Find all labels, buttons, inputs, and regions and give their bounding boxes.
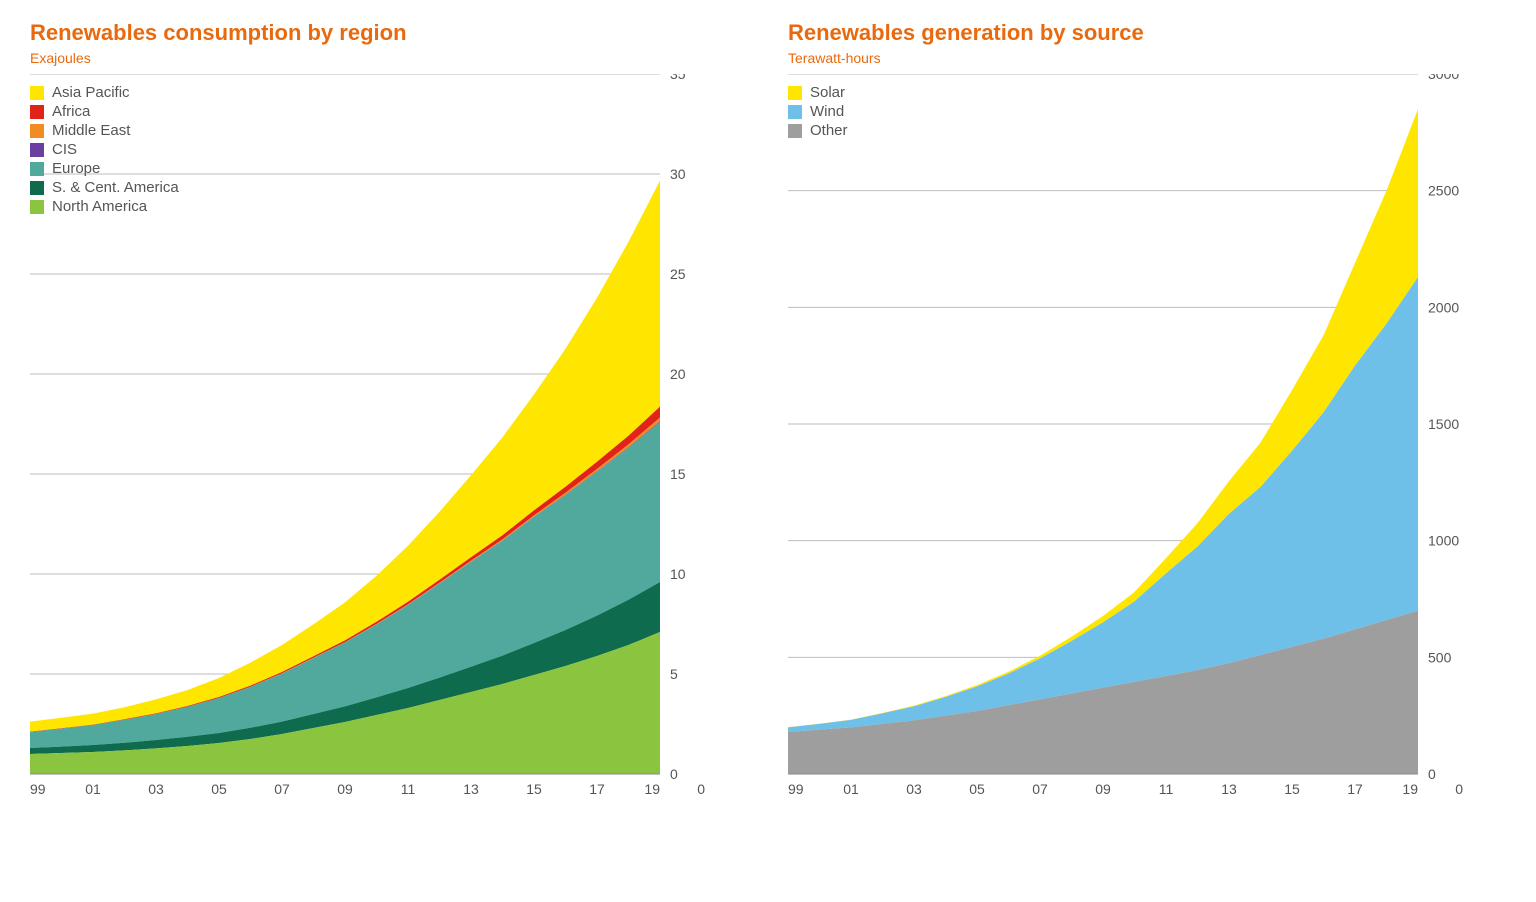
legend-item: Wind bbox=[788, 103, 848, 120]
svg-text:0: 0 bbox=[670, 766, 678, 782]
legend-item: Middle East bbox=[30, 122, 179, 139]
svg-text:25: 25 bbox=[670, 266, 686, 282]
legend-item: Europe bbox=[30, 160, 179, 177]
svg-text:30: 30 bbox=[670, 166, 686, 182]
legend-item: North America bbox=[30, 198, 179, 215]
legend-label: Europe bbox=[52, 160, 100, 177]
legend-swatch bbox=[30, 181, 44, 195]
left-chart-panel: Renewables consumption by region Exajoul… bbox=[30, 20, 748, 804]
svg-text:15: 15 bbox=[526, 781, 542, 797]
svg-text:3000: 3000 bbox=[1428, 74, 1459, 82]
svg-text:13: 13 bbox=[1221, 781, 1237, 797]
svg-text:99: 99 bbox=[788, 781, 804, 797]
svg-text:35: 35 bbox=[670, 74, 686, 82]
right-chart-body: SolarWindOther 0500100015002000250030009… bbox=[788, 74, 1506, 804]
svg-text:0: 0 bbox=[1428, 766, 1436, 782]
legend-swatch bbox=[788, 124, 802, 138]
left-chart-legend: Asia Pacific Africa Middle East CIS Europe S.… bbox=[30, 84, 179, 217]
svg-text:17: 17 bbox=[589, 781, 605, 797]
svg-text:15: 15 bbox=[670, 466, 686, 482]
legend-item: S. & Cent. America bbox=[30, 179, 179, 196]
svg-text:05: 05 bbox=[211, 781, 227, 797]
svg-text:11: 11 bbox=[401, 781, 416, 797]
svg-text:01: 01 bbox=[843, 781, 859, 797]
right-chart-subtitle: Terawatt-hours bbox=[788, 50, 1506, 66]
legend-swatch bbox=[30, 143, 44, 157]
charts-container: Renewables consumption by region Exajoul… bbox=[30, 20, 1506, 804]
svg-text:09: 09 bbox=[337, 781, 353, 797]
legend-swatch bbox=[30, 200, 44, 214]
legend-label: Solar bbox=[810, 84, 845, 101]
svg-text:0: 0 bbox=[697, 781, 705, 797]
legend-item: CIS bbox=[30, 141, 179, 158]
svg-text:19: 19 bbox=[1402, 781, 1418, 797]
svg-text:5: 5 bbox=[670, 666, 678, 682]
right-chart-title: Renewables generation by source bbox=[788, 20, 1506, 46]
right-chart-svg: 0 500 1000 1500 2000 2500 3000 99 01 03 05 07 09 11 13… bbox=[788, 74, 1468, 804]
svg-text:01: 01 bbox=[85, 781, 101, 797]
left-chart-subtitle: Exajoules bbox=[30, 50, 748, 66]
svg-text:09: 09 bbox=[1095, 781, 1111, 797]
legend-item: Asia Pacific bbox=[30, 84, 179, 101]
svg-text:03: 03 bbox=[148, 781, 164, 797]
svg-text:99: 99 bbox=[30, 781, 46, 797]
svg-text:11: 11 bbox=[1159, 781, 1174, 797]
legend-swatch bbox=[30, 105, 44, 119]
svg-text:20: 20 bbox=[670, 366, 686, 382]
svg-text:15: 15 bbox=[1284, 781, 1300, 797]
svg-text:07: 07 bbox=[1032, 781, 1048, 797]
svg-text:0: 0 bbox=[1455, 781, 1463, 797]
legend-label: Asia Pacific bbox=[52, 84, 130, 101]
svg-text:17: 17 bbox=[1347, 781, 1363, 797]
svg-text:10: 10 bbox=[670, 566, 686, 582]
svg-text:13: 13 bbox=[463, 781, 479, 797]
svg-text:03: 03 bbox=[906, 781, 922, 797]
right-chart-legend: Solar Wind Other bbox=[788, 84, 848, 141]
legend-swatch bbox=[30, 124, 44, 138]
legend-item: Other bbox=[788, 122, 848, 139]
svg-text:19: 19 bbox=[644, 781, 660, 797]
legend-swatch bbox=[30, 86, 44, 100]
legend-swatch bbox=[788, 105, 802, 119]
left-chart-title: Renewables consumption by region bbox=[30, 20, 748, 46]
legend-swatch bbox=[788, 86, 802, 100]
legend-label: Other bbox=[810, 122, 848, 139]
legend-label: North America bbox=[52, 198, 147, 215]
svg-text:2000: 2000 bbox=[1428, 299, 1459, 315]
legend-swatch bbox=[30, 162, 44, 176]
legend-label: S. & Cent. America bbox=[52, 179, 179, 196]
svg-text:05: 05 bbox=[969, 781, 985, 797]
legend-label: Middle East bbox=[52, 122, 130, 139]
svg-text:07: 07 bbox=[274, 781, 290, 797]
legend-label: Wind bbox=[810, 103, 844, 120]
legend-item: Solar bbox=[788, 84, 848, 101]
svg-text:2500: 2500 bbox=[1428, 183, 1459, 199]
legend-label: Africa bbox=[52, 103, 90, 120]
legend-item: Africa bbox=[30, 103, 179, 120]
svg-text:1000: 1000 bbox=[1428, 533, 1459, 549]
legend-label: CIS bbox=[52, 141, 77, 158]
right-chart-panel: Renewables generation by source Terawatt… bbox=[788, 20, 1506, 804]
left-chart-body: Asia Pacific Africa Middle East CIS Europe S.… bbox=[30, 74, 748, 804]
svg-text:1500: 1500 bbox=[1428, 416, 1459, 432]
svg-text:500: 500 bbox=[1428, 649, 1452, 665]
